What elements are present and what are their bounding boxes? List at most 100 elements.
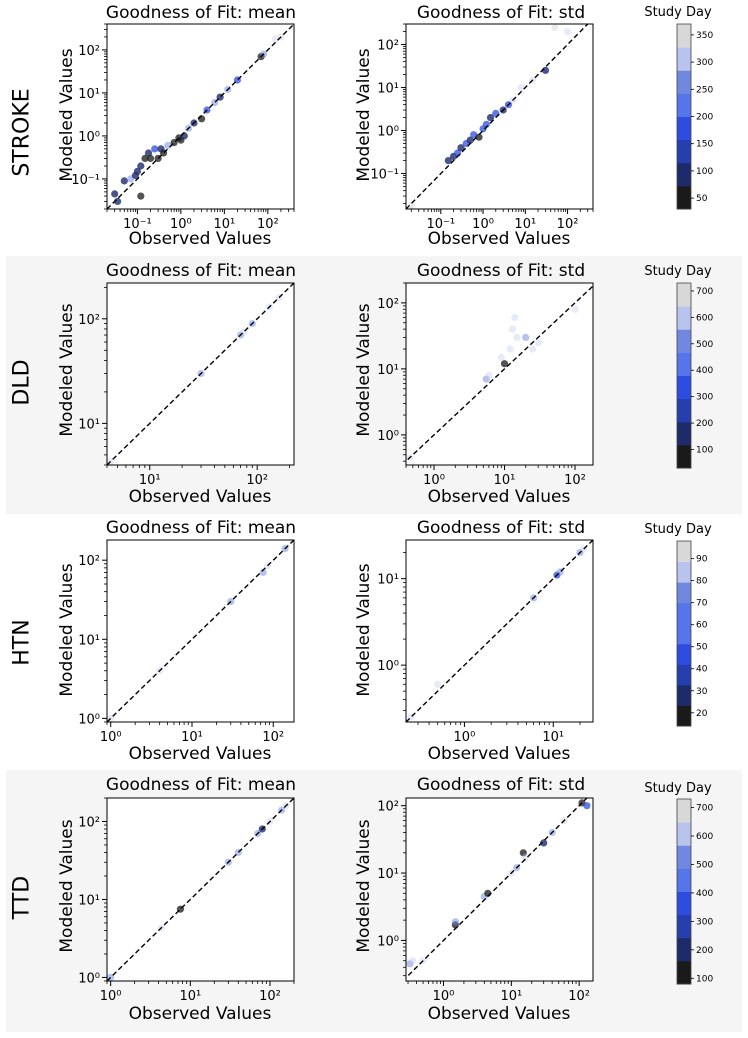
x-tick-label: 10⁻¹ (426, 217, 455, 232)
colorbar-tick-label: 100 (696, 167, 713, 177)
colorbar-tick-label: 40 (696, 665, 708, 675)
plot-area (406, 24, 593, 209)
colorbar-tick-label: 700 (696, 287, 713, 297)
ylabel-htn-mean: Modeled Values (57, 563, 77, 697)
data-point (511, 313, 519, 322)
colorbar-band (677, 582, 691, 604)
data-point (259, 568, 267, 576)
data-point (564, 28, 572, 36)
colorbar-band (677, 47, 691, 71)
data-point (466, 136, 474, 144)
colorbar-tick-label: 150 (696, 140, 713, 150)
x-tick-label: 10¹ (542, 730, 564, 745)
xlabel-ttd-mean: Observed Values (128, 1004, 272, 1024)
y-tick-label: 10¹ (78, 893, 100, 908)
colorbar-tick-label: 600 (696, 832, 713, 842)
colorbar-tick-label: 600 (696, 313, 713, 323)
identity-line (406, 798, 588, 979)
colorbar-band (677, 398, 691, 423)
colorbar-band (677, 684, 691, 706)
scatter-stroke-mean: 10⁻¹ 10⁰ 10¹ 10² 10⁻¹ 10⁰ 10¹ 10² (71, 23, 295, 232)
ylabel-dld-std: Modeled Values (354, 303, 374, 437)
x-tick-label: 10¹ (514, 217, 536, 232)
row-label-htn: HTN (9, 619, 35, 666)
data-point (444, 157, 452, 165)
y-tick-label: 10² (78, 554, 100, 569)
plot-frame (405, 23, 594, 210)
x-tick-label: 10¹ (179, 989, 201, 1004)
scatter-dld-std: 10⁰ 10¹ 10² 10⁰ 10¹ 10² (377, 282, 594, 488)
colorbar-tick-label: 200 (696, 419, 713, 429)
ylabel-htn-std: Modeled Values (354, 563, 374, 697)
colorbar-band (677, 306, 691, 330)
y-tick-label: 10² (377, 39, 399, 54)
data-point (486, 114, 495, 122)
y-tick-label: 10⁰ (78, 971, 100, 986)
colorbar-band (677, 421, 691, 446)
data-point (534, 339, 542, 347)
identity-line (107, 24, 294, 209)
colorbar-tick-label: 200 (696, 946, 713, 956)
colorbar-band (677, 352, 691, 376)
ylabel-stroke-mean: Modeled Values (57, 48, 77, 182)
plot-frame (106, 539, 295, 723)
plot-frame (405, 797, 594, 982)
scatter-htn-mean: 10⁰ 10¹ 10² 10⁰ 10¹ 10² (78, 539, 295, 745)
y-tick-label: 10¹ (377, 82, 399, 97)
data-point (451, 918, 459, 926)
row-label-ttd: TTD (9, 875, 35, 920)
data-point (164, 141, 172, 150)
data-point (522, 333, 530, 341)
xlabel-dld-std: Observed Values (427, 487, 571, 507)
row-label-dld: DLD (9, 359, 35, 406)
scatter-dld-mean: 10¹ 10² 10¹ 10² (78, 282, 295, 488)
data-point (120, 177, 128, 185)
data-point (583, 802, 591, 810)
data-point (571, 305, 579, 313)
data-point (517, 83, 525, 92)
colorbar-frame (676, 540, 692, 727)
identity-line (107, 540, 294, 722)
plot-frame (405, 282, 594, 466)
y-tick-label: 10⁻¹ (370, 168, 399, 183)
y-tick-label: 10⁰ (377, 125, 399, 140)
colorbar-band (677, 822, 691, 846)
x-tick-label: 10¹ (213, 217, 235, 232)
x-tick-label: 10² (568, 989, 590, 1004)
scatter-stroke-std: 10⁻¹ 10⁰ 10¹ 10² 10⁻¹ 10⁰ 10¹ 10² (370, 23, 594, 232)
colorbar-tick-label: 50 (696, 194, 708, 204)
colorbar-band (677, 375, 691, 400)
identity-line (107, 798, 294, 981)
colorbar-tick-label: 30 (696, 687, 708, 697)
data-point (519, 849, 527, 857)
x-tick-label: 10¹ (181, 730, 203, 745)
colorbar-tick-label: 300 (696, 393, 713, 403)
y-tick-label: 10⁰ (78, 130, 100, 145)
data-point (146, 154, 155, 162)
x-tick-label: 10⁰ (454, 730, 476, 745)
panel-title-htn-std: Goodness of Fit: std (416, 518, 586, 538)
colorbar-tick-label: 250 (696, 85, 713, 95)
colorbar-tick-label: 100 (696, 974, 713, 984)
data-point (513, 333, 521, 341)
scatter-ttd-std: 10⁰ 10¹ 10² 10⁰ 10¹ 10² (377, 797, 594, 1004)
x-tick-label: 10⁰ (100, 730, 122, 745)
data-point (485, 371, 493, 379)
colorbar-frame (676, 282, 692, 469)
data-point (151, 145, 159, 153)
colorbar-band (677, 283, 691, 307)
plot-frame (106, 797, 295, 982)
y-tick-label: 10¹ (78, 633, 100, 648)
data-point (500, 360, 509, 368)
x-tick-label: 10¹ (139, 473, 161, 488)
xlabel-stroke-mean: Observed Values (128, 229, 272, 249)
colorbar-title-stroke: Study Day (644, 5, 712, 20)
panel-title-stroke-std: Goodness of Fit: std (416, 3, 586, 23)
x-tick-label: 10² (246, 473, 268, 488)
colorbar-tick-label: 90 (696, 555, 708, 565)
colorbar-band (677, 845, 691, 869)
colorbar-tick-label: 60 (696, 621, 708, 631)
colorbar-band (677, 960, 691, 985)
xlabel-htn-mean: Observed Values (128, 744, 272, 764)
data-point (407, 202, 415, 209)
